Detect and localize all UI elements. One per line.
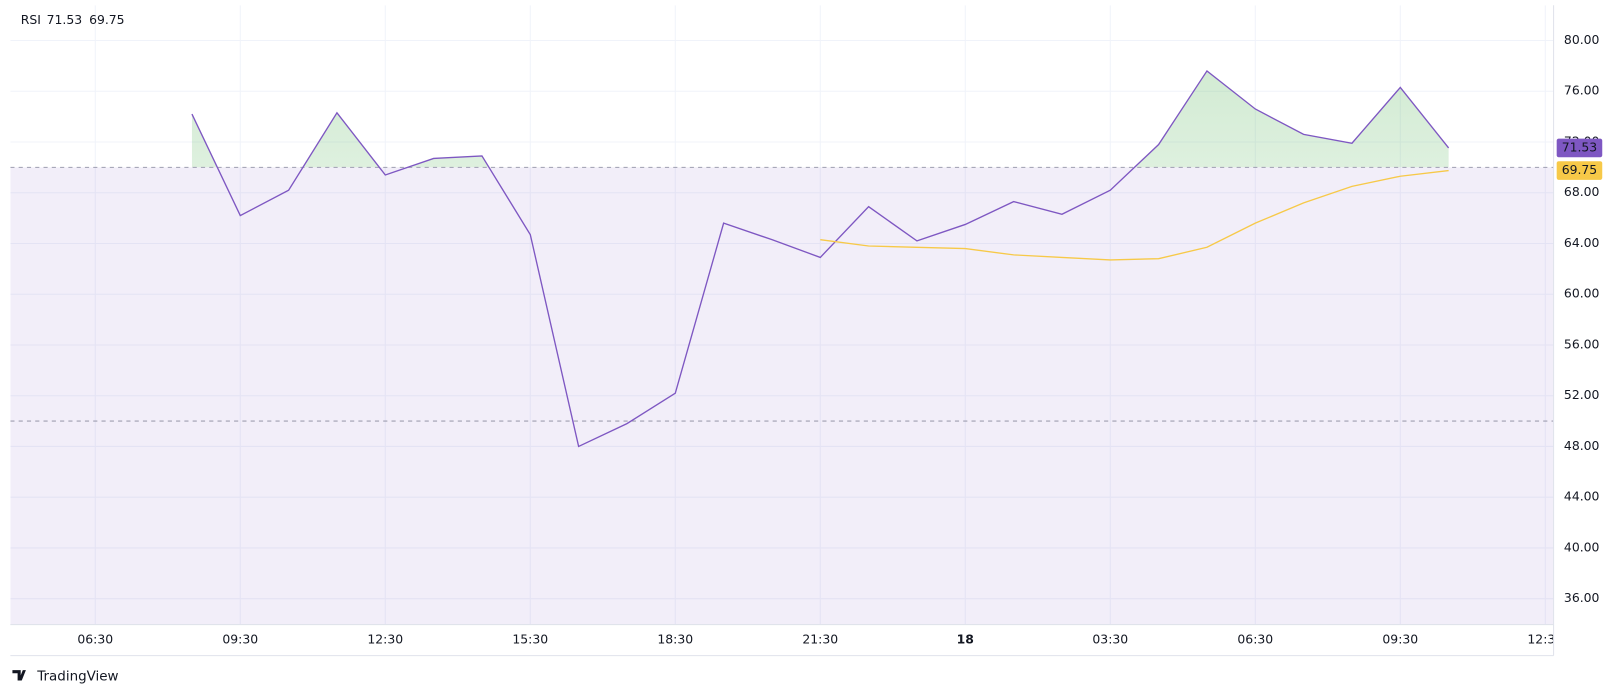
x-tick-label: 15:30 xyxy=(512,632,548,647)
y-tick-label: 36.00 xyxy=(1564,590,1600,605)
price-tag-label: 71.53 xyxy=(1562,139,1598,154)
price-tag xyxy=(1556,161,1603,180)
y-tick-label: 64.00 xyxy=(1564,235,1600,250)
y-tick-label: 40.00 xyxy=(1564,539,1600,554)
y-tick-label: 44.00 xyxy=(1564,489,1600,504)
y-tick-label: 80.00 xyxy=(1564,32,1600,47)
price-tag-label: 69.75 xyxy=(1562,162,1598,177)
y-tick-label: 68.00 xyxy=(1564,184,1600,199)
price-tag xyxy=(1556,138,1603,158)
x-tick-label: 18:30 xyxy=(657,632,693,647)
plot-area xyxy=(10,5,1554,625)
legend-title: RSI xyxy=(21,12,41,27)
brand-name: TradingView xyxy=(36,669,118,684)
x-tick-label: 03:30 xyxy=(1092,632,1128,647)
y-tick-label: 76.00 xyxy=(1564,83,1600,98)
band-fill xyxy=(10,167,1554,625)
x-tick-label: 06:30 xyxy=(77,632,113,647)
series-line xyxy=(191,69,1450,448)
y-tick-label: 60.00 xyxy=(1564,286,1600,301)
overbought-fill xyxy=(191,70,1449,168)
y-tick-label: 56.00 xyxy=(1564,336,1600,351)
x-tick-label: 18 xyxy=(957,632,974,647)
x-tick-label: 06:30 xyxy=(1237,632,1273,647)
series-line xyxy=(820,169,1449,261)
y-tick-label: 52.00 xyxy=(1564,387,1600,402)
x-tick-label: 12:30 xyxy=(367,632,403,647)
y-tick-label: 48.00 xyxy=(1564,438,1600,453)
x-tick-label: 09:30 xyxy=(222,632,258,647)
x-tick-label: 21:30 xyxy=(802,632,838,647)
brand-logo xyxy=(12,670,26,681)
x-tick-label: 09:30 xyxy=(1382,632,1418,647)
legend-value: 69.75 xyxy=(89,12,125,27)
legend-value: 71.53 xyxy=(47,12,83,27)
x-tick-label: 12:30 xyxy=(1527,632,1563,647)
